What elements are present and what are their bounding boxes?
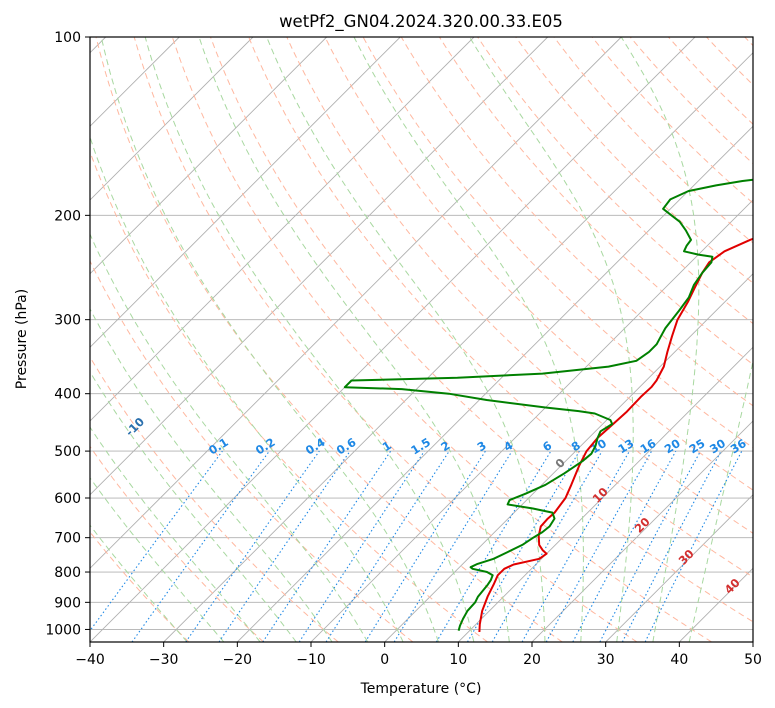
moist-adiabat-line: [198, 37, 510, 642]
series-layer: [343, 178, 753, 633]
isotherm-line: [90, 37, 475, 422]
y-tick-label: 1000: [45, 622, 81, 638]
y-tick-label: 600: [54, 491, 81, 507]
y-tick-label: 500: [54, 444, 81, 460]
isotherm-line: [90, 37, 328, 275]
moist-adiabat-line: [90, 426, 261, 642]
temperature-profile-line: [478, 237, 753, 633]
x-tick-label: 30: [597, 652, 615, 668]
x-tick-label: −20: [223, 652, 253, 668]
mixing-ratio-line: [545, 450, 653, 642]
mixing-ratio-line: [521, 450, 630, 642]
dry-adiabat-line: [133, 37, 638, 642]
y-tick-label: 900: [54, 595, 81, 611]
x-tick-label: 10: [449, 652, 467, 668]
moist-adiabat-line: [353, 37, 584, 642]
y-tick-label: 700: [54, 531, 81, 547]
dry-adiabat-line: [90, 259, 414, 642]
x-tick-label: −10: [296, 652, 326, 668]
isotherm-line: [90, 37, 401, 348]
chart-title: wetPf2_GN04.2024.320.00.33.E05: [279, 12, 563, 32]
isotherm-line: [531, 420, 753, 642]
plot-frame: [89, 36, 754, 643]
mixing-ratio-line: [90, 450, 223, 632]
mixing-ratio-line: [298, 450, 425, 642]
x-tick-label: 0: [380, 652, 389, 668]
y-axis-label: Pressure (hPa): [14, 289, 30, 389]
mixing-ratio-line: [218, 450, 351, 642]
moist-adiabat-line: [90, 370, 297, 642]
moist-adiabat-line: [90, 135, 404, 642]
moist-adiabat-line: [90, 524, 188, 642]
grid-layer: [90, 37, 753, 642]
x-tick-label: 20: [523, 652, 541, 668]
dry-adiabat-line: [515, 37, 753, 284]
x-tick-label: 50: [744, 652, 762, 668]
dry-adiabat-line: [90, 356, 339, 642]
mixing-ratio-line: [262, 450, 392, 642]
moist-adiabat-line: [144, 37, 475, 642]
y-tick-label: 400: [54, 387, 81, 403]
moist-adiabat-line: [100, 37, 439, 642]
dry-adiabat-line: [324, 37, 753, 491]
isotherm-line: [457, 346, 753, 642]
mixing-ratio-line: [572, 450, 677, 642]
axis-layer: −40 −30 −20 −10 0 10 20 30 40 50 100 200 300 400 500 60…: [45, 30, 762, 668]
moist-adiabat-line: [688, 358, 753, 642]
x-tick-label: −30: [149, 652, 179, 668]
y-tick-label: 100: [54, 30, 81, 46]
isotherm-line: [90, 37, 696, 642]
mixing-ratio-line: [393, 450, 513, 642]
dry-adiabat-line: [95, 37, 563, 642]
isotherm-line: [90, 37, 549, 496]
dry-adiabat-line: [90, 445, 264, 642]
x-tick-label: −40: [75, 652, 105, 668]
mixing-ratio-line: [644, 450, 743, 642]
isotherm-line: [90, 37, 622, 569]
isotherm-line: [236, 125, 753, 642]
isotherm-line: [605, 494, 753, 642]
dry-adiabat-line: [210, 37, 753, 623]
x-tick-label: 40: [670, 652, 688, 668]
moist-adiabat-line: [90, 232, 369, 642]
isotherm-line: [163, 52, 753, 642]
x-axis-label: Temperature (°C): [360, 681, 482, 697]
moist-adiabat-line: [90, 476, 225, 642]
dry-adiabat-line: [286, 37, 753, 534]
mixing-ratio-line: [185, 450, 320, 642]
mixing-ratio-line: [325, 450, 450, 642]
dewpoint-profile-line: [343, 178, 753, 631]
dry-adiabat-line: [171, 37, 712, 642]
isotherm-line: [90, 37, 254, 201]
mixing-ratio-line: [131, 450, 270, 642]
isotherm-line: [384, 273, 753, 642]
dry-adiabat-line: [248, 37, 753, 578]
y-tick-label: 800: [54, 565, 81, 581]
moist-adiabat-line: [266, 37, 546, 642]
y-tick-label: 200: [54, 208, 81, 224]
y-tick-label: 300: [54, 313, 81, 329]
